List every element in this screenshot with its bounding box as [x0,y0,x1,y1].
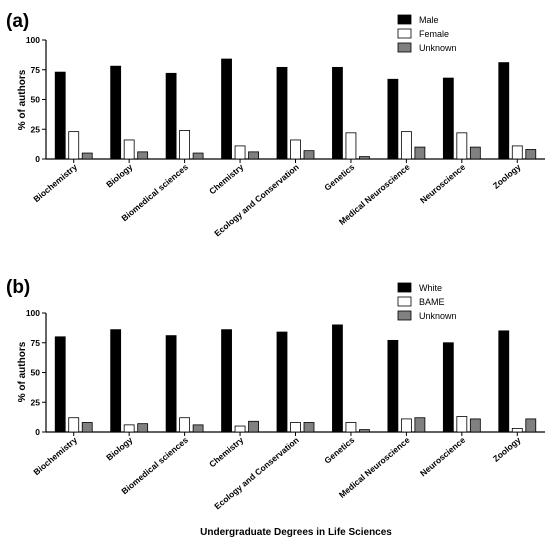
panel-b-label: (b) [6,277,30,298]
panel-a-bar-male [332,66,343,160]
panel-b-legend-label: BAME [419,297,445,307]
panel-b-y-tick-label: 25 [31,397,41,407]
panel-a-bar-female [123,139,135,160]
panel-a-legend-swatch [397,42,412,53]
panel-a-category-label: Chemistry [207,162,245,197]
panel-a-bar-male [498,62,510,160]
panel-b-x-axis-label: Undergraduate Degrees in Life Sciences [200,527,392,538]
panel-b-bar-bame [68,417,80,433]
panel-b-bar-white [221,329,232,433]
panel-a-category-label: Genetics [322,162,356,193]
panel-b-bar-bame [345,422,357,433]
panel-a-bar-female [400,131,412,160]
panel-a-bar-unknown [525,149,537,160]
panel-b-y-tick-label: 100 [26,308,40,318]
panel-b-bar-white [276,331,288,433]
panel-b-bar-bame [400,418,412,433]
panel-b-legend-label: White [419,283,442,293]
panel-a-legend-swatch [397,14,412,25]
panel-b-legend-label: Unknown [419,311,457,321]
panel-b-bar-unknown [137,423,149,433]
panel-b-bar-unknown [81,422,93,433]
panel-b-bar-white [110,329,122,433]
panel-b-bar-white [442,342,454,433]
panel-b-bar-bame [123,424,135,433]
panel-a-bar-unknown [414,146,426,160]
panel-b-bar-unknown [525,418,537,433]
panel-b-legend-swatch [397,296,412,307]
panel-b-bar-bame [234,425,246,433]
panel-a-bar-unknown [248,151,259,160]
panel-b-bar-unknown [248,420,259,433]
panel-a-bar-unknown [137,151,149,160]
panel-a-bar-male [442,77,454,160]
panel-a-legend-label: Unknown [419,43,457,53]
panel-a-bar-female [179,130,191,160]
panel-b-bar-bame [456,416,468,433]
panel-b-bar-white [332,324,343,433]
panel-a-bar-unknown [359,156,370,160]
panel-a-y-tick-label: 25 [31,124,41,134]
panel-b-bar-unknown [303,422,315,433]
panel-b-y-tick-label: 75 [31,338,41,348]
panel-a-legend-label: Male [419,15,439,25]
panel-a-bar-unknown [81,152,93,160]
panel-b-category-label: Biochemistry [31,435,79,477]
panel-a-y-tick-label: 100 [26,35,40,45]
panel-b-bar-unknown [192,424,204,433]
panel-b-bar-white [165,335,177,433]
panel-b-category-label: Neuroscience [418,435,467,479]
panel-a-bar-female [234,145,246,160]
panel-b-y-axis-label: % of authors [17,341,28,402]
panel-a-bar-female [345,132,357,160]
panel-b-y-tick-label: 50 [31,368,41,378]
panel-b-bar-unknown [469,418,481,433]
panel-b-bar-bame [179,417,191,433]
panel-b-bar-unknown [414,417,426,433]
panel-a-y-tick-label: 75 [31,65,41,75]
panel-b-bar-unknown [359,429,370,433]
panel-a-bar-male [221,58,232,160]
panel-a-y-tick-label: 50 [31,95,41,105]
panel-a-category-label: Neuroscience [418,162,467,206]
panel-a-bar-male [387,78,399,160]
panel-a-legend-label: Female [419,29,449,39]
panel-a-y-tick-label: 0 [35,154,40,164]
panel-a-category-label: Biology [104,162,135,190]
panel-a-bar-female [68,131,80,160]
panel-b-category-label: Zoology [491,435,523,464]
panel-b-bar-bame [511,428,523,433]
panel-a-category-label: Zoology [491,162,523,191]
panel-b-category-label: Biology [104,435,135,463]
panel-a-label: (a) [6,11,29,32]
panel-a-bar-female [511,145,523,160]
panel-a-legend-swatch [397,28,412,39]
panel-b-legend-swatch [397,282,412,293]
panel-a-bar-unknown [303,150,315,160]
panel-a-bar-unknown [469,146,481,160]
panel-b-bar-bame [290,422,301,433]
panel-a-bar-male [54,71,66,160]
panel-a-bar-female [290,139,301,160]
panel-b-bar-white [387,339,399,433]
panel-a-bar-male [276,66,288,160]
panel-b-bar-white [54,336,66,433]
panel-b-category-label: Genetics [322,435,356,466]
panel-a-y-axis-label: % of authors [17,69,28,130]
panel-a-bar-female [456,132,468,160]
panel-a-bar-male [110,65,122,160]
panel-a-bar-male [165,72,177,160]
panel-a-bar-unknown [192,152,204,160]
panel-b-legend-swatch [397,310,412,321]
panel-b-category-label: Chemistry [207,435,245,470]
panel-b-bar-white [498,330,510,433]
panel-a-category-label: Biochemistry [31,162,79,204]
panel-b-y-tick-label: 0 [35,427,40,437]
